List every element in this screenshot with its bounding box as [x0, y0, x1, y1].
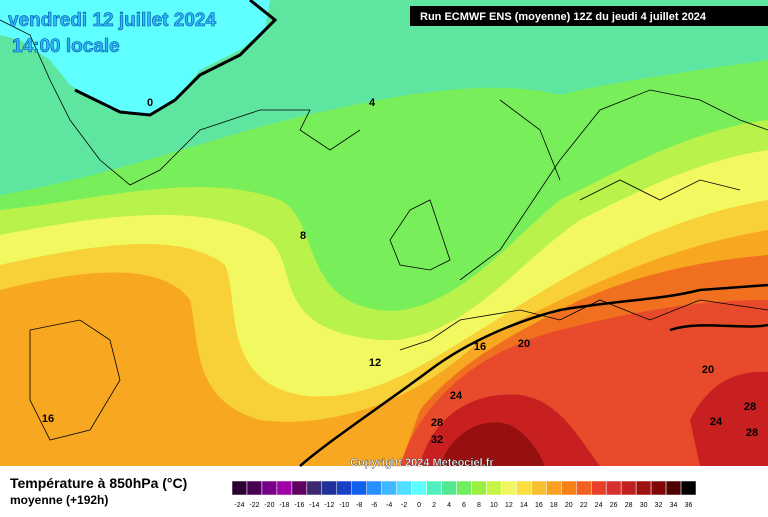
- colorbar-tick-label: -8: [356, 502, 362, 509]
- colorbar-tick-label: 4: [447, 502, 451, 509]
- contour-label: 0: [147, 97, 153, 109]
- colorbar-tick-label: -20: [264, 502, 274, 509]
- colorbar-tick-label: -4: [386, 502, 392, 509]
- temperature-field: [0, 0, 768, 466]
- colorbar-tick-label: 10: [490, 502, 498, 509]
- legend-title: Température à 850hPa (°C): [10, 475, 187, 491]
- colorbar-tick-label: 20: [565, 502, 573, 509]
- contour-label: 24: [710, 416, 723, 428]
- colorbar-tick-label: 24: [595, 502, 603, 509]
- color-swatch: [501, 480, 517, 496]
- colorbar-tick-label: 14: [520, 502, 528, 509]
- colorbar-tick-label: 34: [670, 502, 678, 509]
- color-swatch: [590, 480, 607, 496]
- colorbar-tick-label: -18: [279, 502, 289, 509]
- color-swatch: [261, 480, 278, 496]
- colorbar-tick-label: -10: [339, 502, 349, 509]
- colorbar-tick-label: 12: [505, 502, 513, 509]
- colorbar-tick-label: 0: [417, 502, 421, 509]
- contour-label: 32: [431, 434, 443, 446]
- color-swatch: [471, 480, 487, 496]
- colorbar-tick-label: 2: [432, 502, 436, 509]
- colorbar-tick-label: 36: [685, 502, 693, 509]
- color-swatch: [351, 480, 367, 496]
- color-swatch: [381, 480, 397, 496]
- colorbar-tick-label: 26: [610, 502, 618, 509]
- color-swatch: [531, 480, 547, 496]
- color-swatch: [620, 480, 637, 496]
- color-swatch: [546, 480, 562, 496]
- color-swatch: [426, 480, 442, 496]
- colorbar-tick-label: -22: [249, 502, 259, 509]
- run-text: Run ECMWF ENS (moyenne) 12Z du jeudi 4 j…: [420, 11, 707, 23]
- color-swatch: [605, 480, 622, 496]
- legend-subtitle: moyenne (+192h): [10, 493, 108, 507]
- color-swatch: [276, 480, 293, 496]
- contour-label: 16: [474, 341, 486, 353]
- color-swatch: [650, 480, 667, 496]
- thick-contour: [669, 323, 768, 332]
- color-swatch: [411, 480, 427, 496]
- ice-contour: [74, 0, 278, 117]
- color-swatch: [231, 480, 248, 496]
- colorbar-tick-label: -12: [324, 502, 334, 509]
- colorbar-tick-label: 22: [580, 502, 588, 509]
- greenland-ice: [0, 0, 270, 115]
- contour-label: 28: [746, 427, 758, 439]
- color-swatch: [635, 480, 652, 496]
- contour-label: 8: [300, 230, 306, 242]
- contour-label: 24: [450, 390, 463, 402]
- colorbar-tick-label: 8: [477, 502, 481, 509]
- coastlines: [0, 19, 768, 441]
- colorbar-tick-label: 32: [655, 502, 663, 509]
- color-swatch: [291, 480, 308, 496]
- color-swatch: [665, 480, 682, 496]
- color-swatch: [441, 480, 457, 496]
- contour-label: 12: [369, 357, 381, 369]
- color-swatch: [486, 480, 502, 496]
- contour-label: 4: [369, 97, 376, 109]
- color-swatch: [366, 480, 382, 496]
- colorbar-tick-label: 28: [625, 502, 633, 509]
- color-swatch: [321, 480, 338, 496]
- time-title: 14:00 locale: [12, 36, 120, 57]
- color-swatch: [306, 480, 323, 496]
- color-swatch: [516, 480, 532, 496]
- contour-label: 20: [518, 338, 530, 350]
- colorbar-tick-label: 16: [535, 502, 543, 509]
- contour-label: 28: [431, 417, 443, 429]
- colorbar-tick-label: -6: [371, 502, 377, 509]
- colorbar-tick-label: -24: [234, 502, 244, 509]
- color-swatch: [246, 480, 263, 496]
- run-box: [410, 6, 768, 26]
- color-swatch: [561, 480, 577, 496]
- colorbar-tick-label: -14: [309, 502, 319, 509]
- colorbar-tick-label: -2: [401, 502, 407, 509]
- color-swatch: [336, 480, 352, 496]
- thick-contour: [299, 283, 768, 467]
- contour-label: 28: [744, 401, 756, 413]
- contour-labels: 0 4 8 12 16 16 20 20 24 24 28 28 28 32: [42, 97, 758, 446]
- copyright: Copyright 2024 Meteociel.fr: [350, 457, 494, 469]
- colorbar: -24 -22 -20 -18 -16 -14 -12 -10 -8 -6 -4 -2 0 2 4 6 8 10 1…: [231, 480, 697, 509]
- color-swatch: [576, 480, 592, 496]
- colorbar-tick-label: -16: [294, 502, 304, 509]
- date-title: vendredi 12 juillet 2024: [8, 10, 216, 31]
- color-swatch: [680, 480, 697, 496]
- colorbar-tick-label: 30: [640, 502, 648, 509]
- color-swatch: [396, 480, 412, 496]
- color-swatch: [456, 480, 472, 496]
- contour-label: 20: [702, 364, 714, 376]
- colorbar-tick-label: 18: [550, 502, 558, 509]
- colorbar-tick-label: 6: [462, 502, 466, 509]
- band: [440, 422, 545, 466]
- contour-label: 16: [42, 413, 54, 425]
